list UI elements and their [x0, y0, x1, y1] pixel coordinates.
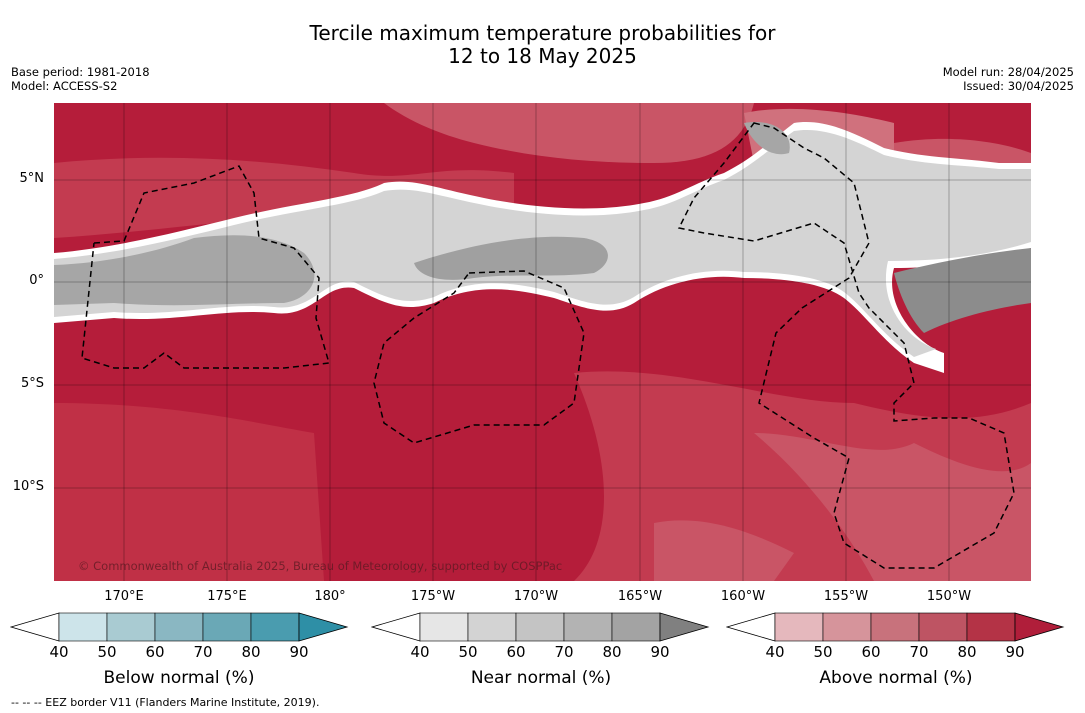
lon-label-165w: 165°W: [617, 589, 663, 604]
colorbar-extend-high: [659, 612, 710, 642]
colorbar-step: [202, 612, 252, 642]
tick: 50: [458, 643, 478, 661]
map-title-line1: Tercile maximum temperature probabilitie…: [309, 21, 776, 45]
colorbar-extend-high: [298, 612, 349, 642]
tick: 40: [765, 643, 785, 661]
copyright-credit: © Commonwealth of Australia 2025, Bureau…: [78, 559, 563, 573]
meta-left: Base period: 1981-2018 Model: ACCESS-S2: [11, 65, 150, 93]
colorbar-step: [966, 612, 1016, 642]
colorbar-below-normal: [10, 612, 349, 642]
colorbar-step: [774, 612, 824, 642]
lat-label-10s: 10°S: [12, 479, 44, 494]
colorbar-step: [918, 612, 968, 642]
colorbar-label-above: Above normal (%): [819, 668, 973, 688]
tick: 90: [1005, 643, 1025, 661]
lat-label-5s: 5°S: [20, 376, 44, 391]
tick: 60: [861, 643, 881, 661]
eez-borders: [81, 122, 1015, 569]
near-normal-dark-e: [894, 248, 1031, 333]
lon-label-175w: 175°W: [410, 589, 456, 604]
lon-label-160w: 160°W: [720, 589, 766, 604]
tick: 60: [506, 643, 526, 661]
lon-label-170e: 170°E: [104, 589, 144, 604]
tick: 70: [554, 643, 574, 661]
tick: 90: [650, 643, 670, 661]
near-normal-dark-c: [414, 236, 608, 280]
model-run: Model run: 28/04/2025: [942, 65, 1074, 79]
above-normal-light-s: [654, 520, 794, 581]
above-normal-mid-sw: [54, 403, 324, 581]
meta-right: Model run: 28/04/2025 Issued: 30/04/2025: [943, 65, 1074, 93]
above-normal-light-n: [384, 103, 754, 163]
lat-label-0: 0°: [29, 273, 44, 288]
tick: 40: [49, 643, 69, 661]
colorbar-step: [515, 612, 565, 642]
issued-date: Issued: 30/04/2025: [963, 79, 1074, 93]
tick: 80: [602, 643, 622, 661]
colorbar-step: [822, 612, 872, 642]
tick: 60: [145, 643, 165, 661]
colorbar-label-below: Below normal (%): [103, 668, 255, 688]
tick: 70: [193, 643, 213, 661]
lon-label-170w: 170°W: [513, 589, 559, 604]
tick: 40: [410, 643, 430, 661]
colorbar-step: [611, 612, 661, 642]
colorbar-extend-low: [10, 612, 60, 642]
eez-footnote: -- -- -- EEZ border V11 (Flanders Marine…: [11, 696, 320, 709]
lon-label-150w: 150°W: [926, 589, 972, 604]
colorbar-step: [870, 612, 920, 642]
tick: 80: [957, 643, 977, 661]
near-normal-dark-w: [54, 235, 315, 306]
colorbar-above-normal: [726, 612, 1065, 642]
probability-map: [54, 103, 1031, 581]
graticule: [54, 103, 1031, 581]
tick: 50: [813, 643, 833, 661]
tick: 70: [909, 643, 929, 661]
colorbar-step: [467, 612, 517, 642]
colorbar-step: [58, 612, 108, 642]
above-normal-light-se: [754, 433, 1031, 581]
lon-label-155w: 155°W: [823, 589, 869, 604]
tick: 80: [241, 643, 261, 661]
colorbar-extend-high: [1014, 612, 1065, 642]
colorbar-step: [106, 612, 156, 642]
map-svg: [54, 103, 1031, 581]
colorbar-step: [154, 612, 204, 642]
colorbar-label-near: Near normal (%): [470, 668, 612, 688]
colorbar-extend-low: [371, 612, 421, 642]
tick: 50: [97, 643, 117, 661]
model-name: Model: ACCESS-S2: [11, 79, 118, 93]
map-title-line2: 12 to 18 May 2025: [448, 44, 637, 68]
lat-label-5n: 5°N: [19, 171, 45, 186]
colorbar-near-normal: [371, 612, 710, 642]
colorbar-step: [250, 612, 300, 642]
lon-label-180: 180°: [314, 589, 346, 604]
colorbar-step: [563, 612, 613, 642]
lon-label-175e: 175°E: [207, 589, 247, 604]
colorbar-step: [419, 612, 469, 642]
colorbar-extend-low: [726, 612, 776, 642]
tick: 90: [289, 643, 309, 661]
base-period: Base period: 1981-2018: [11, 65, 150, 79]
